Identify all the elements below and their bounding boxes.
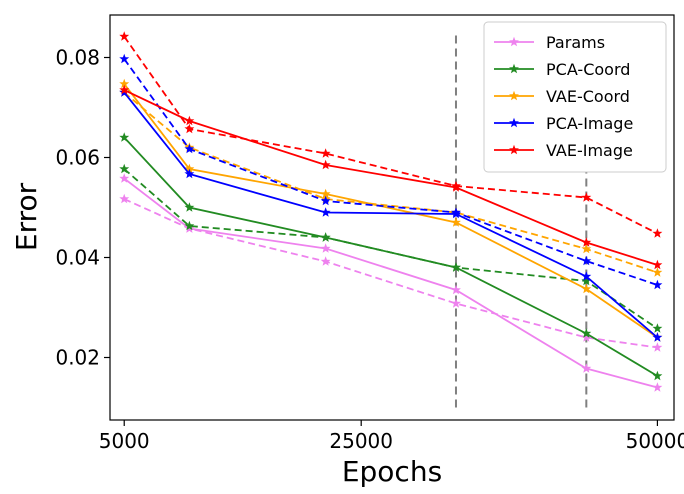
legend-label-vae-coord: VAE-Coord [546,87,630,106]
series-point-vae-coord-solid-1 [119,78,130,89]
series-point-pca-coord-dashed-1 [119,163,130,174]
series-point-pca-coord-solid-2 [184,202,195,212]
y-tick-label: 0.08 [55,46,100,70]
series-line-pca-image-solid [123,91,658,339]
series-point-pca-image-dashed-2 [184,143,195,154]
series-point-params-solid-6 [652,382,663,392]
series-layer [119,31,663,392]
series-line-pca-coord-solid [123,136,658,377]
series-point-pca-coord-solid-6 [652,370,663,381]
series-point-pca-image-dashed-6 [652,279,663,290]
y-axis-ticks: 0.02 0.04 0.06 0.08 [55,46,110,370]
series-pca-coord [119,132,663,381]
series-point-vae-image-solid-2 [184,115,195,126]
series-point-pca-image-dashed-5 [581,255,592,266]
x-axis-label: Epochs [342,455,442,488]
series-point-vae-coord-dashed-6 [652,267,663,277]
series-line-vae-image-solid [123,89,658,266]
series-point-vae-image-solid-4 [451,182,461,192]
x-tick-label: 25000 [329,429,393,453]
plot-frame [109,14,675,421]
y-tick-label: 0.06 [55,146,100,170]
legend-marker-pca-coord [509,63,519,74]
series-point-vae-coord-solid-4 [451,217,461,227]
series-line-params-solid [123,177,658,389]
x-tick-label: 5000 [99,429,150,453]
series-line-pca-coord-dashed [123,168,658,330]
series-point-params-dashed-5 [581,332,592,342]
series-point-pca-coord-dashed-5 [581,275,592,286]
series-point-params-solid-4 [451,284,461,295]
series-line-vae-coord-solid [123,83,658,339]
y-tick-label: 0.04 [55,246,100,270]
legend-marker-params [509,36,519,47]
legend-marker-pca-image [509,117,519,128]
series-line-vae-image-dashed [123,35,658,235]
y-axis-label: Error [10,182,43,251]
series-point-pca-coord-dashed-6 [652,323,663,333]
series-point-vae-coord-solid-3 [320,188,331,199]
series-point-vae-coord-solid-2 [184,163,195,174]
legend-box [483,21,667,173]
series-point-pca-image-solid-5 [581,271,592,281]
legend: Params PCA-Coord VAE-Coord PCA-Image VAE-Ima… [483,21,667,173]
series-point-pca-image-dashed-3 [320,195,331,206]
legend-label-vae-image: VAE-Image [546,141,633,160]
series-point-pca-image-solid-4 [451,208,461,219]
series-vae-image [119,31,663,270]
series-point-pca-image-solid-6 [652,332,663,342]
series-point-vae-image-dashed-2 [184,123,195,134]
series-point-pca-coord-solid-4 [451,262,461,272]
x-axis-ticks: 5000 25000 50000 [99,420,684,453]
legend-label-pca-image: PCA-Image [546,114,633,133]
series-point-pca-image-dashed-1 [119,53,130,64]
plot-area [109,14,675,421]
legend-label-params: Params [546,33,605,52]
series-point-params-dashed-6 [652,342,663,352]
series-point-pca-coord-dashed-2 [184,220,195,231]
series-line-pca-image-dashed [123,58,658,286]
series-point-pca-image-solid-3 [320,207,331,217]
series-line-params-dashed [123,198,658,349]
series-pca-image [119,53,663,342]
series-point-vae-image-solid-6 [652,259,663,270]
series-point-pca-image-solid-2 [184,168,195,179]
series-point-params-solid-5 [581,363,592,373]
x-tick-label: 50000 [626,429,684,453]
series-point-pca-coord-solid-5 [581,328,592,338]
legend-marker-vae-coord [509,90,519,101]
series-point-vae-image-dashed-3 [320,148,331,158]
legend-marker-vae-image [509,144,519,155]
series-point-pca-coord-solid-1 [119,132,130,142]
series-point-vae-image-dashed-5 [581,192,592,202]
legend-label-pca-coord: PCA-Coord [546,60,630,79]
series-point-params-solid-1 [119,173,130,183]
series-point-params-solid-3 [320,243,331,253]
series-params [119,173,663,392]
series-line-vae-coord-dashed [123,91,658,274]
series-point-vae-image-dashed-6 [652,228,663,238]
series-point-vae-image-solid-5 [581,237,592,247]
series-point-pca-coord-solid-3 [320,232,331,242]
series-point-vae-coord-solid-5 [581,283,592,294]
series-point-params-dashed-3 [320,256,331,266]
series-point-params-dashed-1 [119,193,130,204]
series-point-vae-image-solid-1 [119,84,130,95]
series-point-vae-coord-dashed-5 [581,243,592,254]
series-point-vae-image-solid-3 [320,159,331,170]
series-point-vae-image-dashed-1 [119,31,130,41]
y-tick-label: 0.02 [55,346,100,370]
series-point-params-dashed-4 [451,298,461,308]
